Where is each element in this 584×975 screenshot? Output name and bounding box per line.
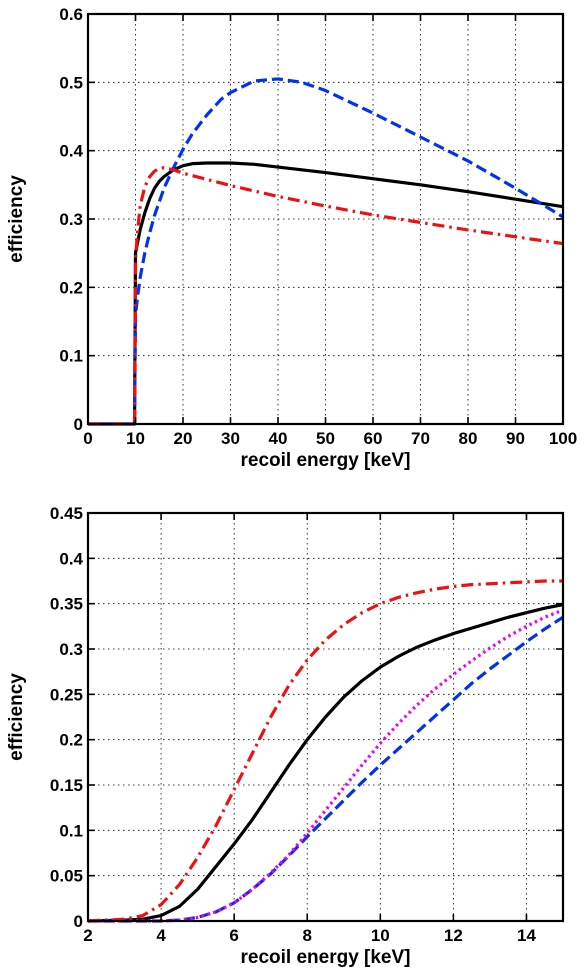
y-tick-label: 0.3 — [59, 640, 83, 659]
x-tick-label: 100 — [549, 429, 577, 448]
y-tick-label: 0.2 — [59, 731, 83, 750]
series-line-dashdot — [88, 166, 563, 426]
series-line-dotted — [88, 608, 563, 923]
y-tick-label: 0.45 — [50, 504, 83, 523]
series-line-dashed — [88, 615, 563, 923]
series-line-solid — [88, 161, 563, 426]
x-tick-label: 4 — [156, 926, 166, 945]
y-tick-label: 0.05 — [50, 867, 83, 886]
series-line-dashed — [88, 77, 563, 426]
x-axis-label: recoil energy [keV] — [240, 947, 410, 968]
y-tick-label: 0.25 — [50, 685, 83, 704]
x-tick-label: 80 — [459, 429, 478, 448]
y-tick-label: 0 — [74, 912, 83, 931]
plot-frame — [86, 511, 565, 923]
top-chart-panel: 0 10 20 30 40 50 60 70 80 90 100 0 0.1 0.2 0.3 0.4 0.5 0.… — [6, 5, 577, 471]
bottom-chart-panel: 2 4 6 8 10 12 14 0 0.05 0.1 0.15 0.2 0.25 0.3 0.35 0.4 0… — [6, 504, 565, 968]
x-tick-label: 70 — [411, 429, 430, 448]
x-tick-label: 40 — [269, 429, 288, 448]
x-tick-label: 8 — [302, 926, 311, 945]
series-line-solid — [88, 603, 563, 923]
y-tick-label: 0.4 — [59, 142, 83, 161]
x-tick-label: 10 — [371, 926, 390, 945]
y-tick-label: 0.6 — [59, 5, 83, 24]
series-line-dashdot — [88, 579, 563, 923]
x-tick-label: 0 — [83, 429, 92, 448]
y-axis-label: efficiency — [6, 673, 27, 761]
x-tick-label: 10 — [126, 429, 145, 448]
x-tick-label: 12 — [444, 926, 463, 945]
x-tick-label: 6 — [229, 926, 238, 945]
x-tick-label: 20 — [174, 429, 193, 448]
x-tick-label: 60 — [364, 429, 383, 448]
y-tick-label: 0.5 — [59, 73, 83, 92]
y-tick-label: 0.1 — [59, 821, 83, 840]
y-tick-label: 0.2 — [59, 278, 83, 297]
y-tick-label: 0.15 — [50, 776, 83, 795]
x-tick-label: 50 — [316, 429, 335, 448]
y-axis-label: efficiency — [6, 175, 27, 263]
y-tick-label: 0 — [74, 415, 83, 434]
y-tick-label: 0.1 — [59, 347, 83, 366]
x-axis-label: recoil energy [keV] — [240, 450, 410, 471]
x-tick-label: 30 — [221, 429, 240, 448]
x-tick-label: 90 — [506, 429, 525, 448]
x-tick-label: 14 — [517, 926, 536, 945]
y-tick-label: 0.4 — [59, 549, 83, 568]
x-tick-label: 2 — [83, 926, 92, 945]
y-tick-label: 0.35 — [50, 595, 83, 614]
y-tick-label: 0.3 — [59, 210, 83, 229]
